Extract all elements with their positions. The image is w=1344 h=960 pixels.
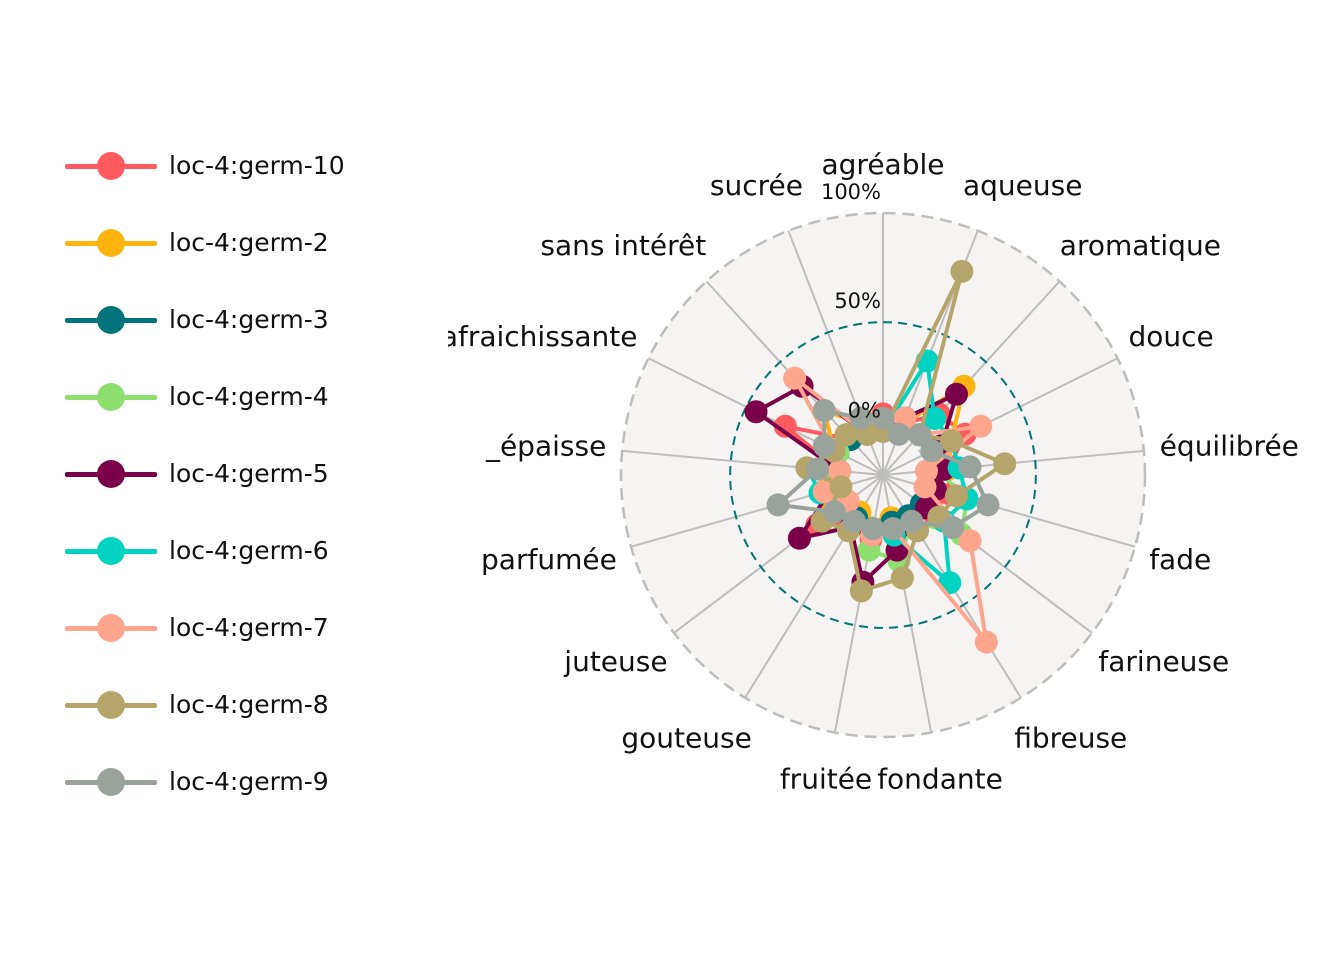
data-point [812,399,836,422]
data-point [969,414,993,438]
data-point [974,630,998,654]
data-point [993,452,1017,476]
data-point [881,517,905,541]
legend-item: loc-4:germ-2 [60,227,440,304]
data-point [939,429,963,453]
legend-label: loc-4:germ-6 [169,536,329,565]
radial-tick-label: 100% [821,180,881,204]
data-point [806,457,830,481]
data-point [887,422,911,446]
legend-dot-marker [97,537,125,565]
legend-dot-marker [97,614,125,642]
legend-label: loc-4:germ-9 [169,767,329,796]
data-point [812,434,836,458]
data-point [744,400,768,424]
data-point [958,529,982,553]
data-point [829,475,853,499]
data-point [890,566,914,590]
axis-label: parfumée [481,543,617,576]
radial-tick-label: 50% [834,289,881,313]
legend-dot-marker [97,152,125,180]
axis-label: rafraichissante [429,320,637,353]
radial-tick-label: 0% [848,398,881,422]
data-point [908,423,932,447]
legend-label: loc-4:germ-2 [169,228,329,257]
data-point [849,406,873,430]
legend-dot-marker [97,383,125,411]
axis-label: douce [1129,320,1214,353]
data-point [945,382,968,406]
axis-label: équilibrée [1160,429,1299,462]
legend-item: loc-4:germ-5 [60,458,440,535]
data-point [958,455,982,479]
legend-dot-marker [97,306,125,334]
legend-item: loc-4:germ-6 [60,535,440,612]
axis-label: aromatique [1060,229,1221,262]
axis-label: fondante [877,763,1003,796]
legend-item: loc-4:germ-10 [60,150,440,227]
data-point [787,526,811,550]
data-point [861,517,885,541]
legend-item: loc-4:germ-4 [60,381,440,458]
axis-label: aqueuse [963,169,1082,202]
axis-label: gouteuse [621,722,751,755]
axis-label: sucrée [710,169,803,202]
data-point [773,414,797,438]
axis-label: sans intérêt [540,229,706,262]
data-point [920,439,944,463]
data-point [913,475,937,499]
data-point [945,484,968,508]
data-point [941,516,965,540]
legend-dot-marker [97,460,125,488]
legend-label: loc-4:germ-8 [169,690,329,719]
chart-legend: loc-4:germ-10 loc-4:germ-2 loc-4:germ-3 loc… [60,150,440,843]
legend-dot-marker [97,229,125,257]
data-point [783,366,807,390]
left-mask [0,0,448,960]
data-point [871,406,895,430]
axis-label: farineuse [1098,645,1229,678]
axis-label: fruitée [780,763,872,796]
legend-label: loc-4:germ-4 [169,382,329,411]
legend-label: loc-4:germ-3 [169,305,329,334]
data-point [923,407,946,430]
legend-label: loc-4:germ-5 [169,459,329,488]
legend-label: loc-4:germ-7 [169,613,329,642]
legend-item: loc-4:germ-8 [60,689,440,766]
legend-dot-marker [97,691,125,719]
axis-label: agréable [822,148,945,181]
data-point [849,579,873,603]
legend-label: loc-4:germ-10 [169,151,345,180]
reference-circle-50 [729,321,1037,629]
legend-item: loc-4:germ-3 [60,304,440,381]
data-point [842,509,866,533]
legend-item: loc-4:germ-7 [60,612,440,689]
axis-label: _épaisse [485,429,606,462]
data-point [766,493,790,517]
axis-label: fade [1149,543,1211,576]
legend-item: loc-4:germ-9 [60,766,440,843]
data-point [950,259,974,283]
axis-label: fibreuse [1014,722,1127,755]
data-point [900,509,924,533]
data-point [834,423,858,447]
axis-label: juteuse [563,645,667,678]
data-point [822,500,846,524]
legend-dot-marker [97,768,125,796]
data-point [976,493,1000,517]
